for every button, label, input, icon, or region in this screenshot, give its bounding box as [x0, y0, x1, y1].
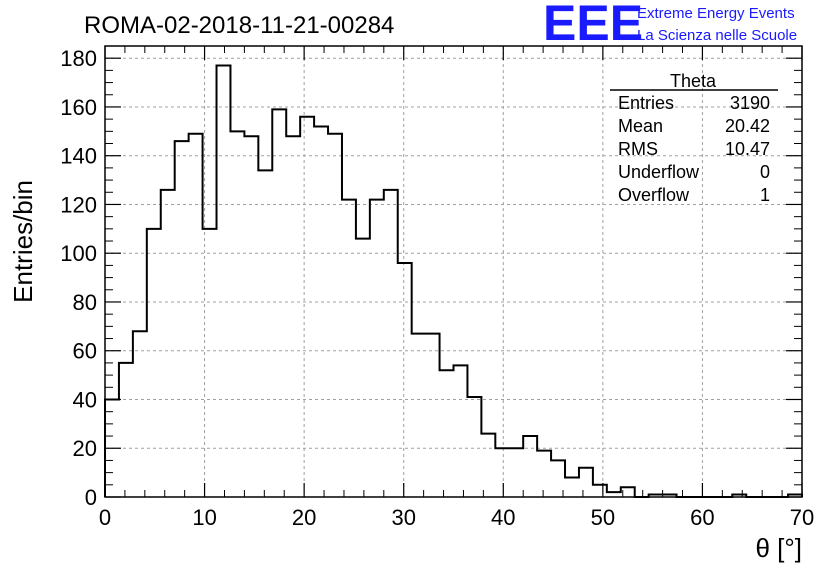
- x-tick-label: 50: [591, 505, 615, 530]
- grid-lines: [105, 46, 802, 497]
- histogram-bin: [356, 239, 370, 497]
- histogram-bin: [314, 126, 328, 497]
- histogram-bin: [579, 468, 593, 497]
- stats-value-overflow: 1: [760, 185, 770, 205]
- stats-label-underflow: Underflow: [618, 162, 700, 182]
- histogram-bin: [328, 134, 342, 497]
- histogram-bin: [509, 448, 523, 497]
- y-tick-label: 120: [60, 192, 97, 217]
- histogram-bin: [217, 66, 231, 497]
- histogram-bin: [481, 434, 495, 497]
- histogram-bin: [244, 136, 258, 497]
- y-tick-label: 180: [60, 46, 97, 71]
- logo-line-1: Extreme Energy Events: [637, 5, 795, 22]
- x-tick-label: 20: [292, 505, 316, 530]
- histogram-bin: [440, 370, 454, 497]
- histogram-bin: [133, 331, 147, 497]
- stats-value-mean: 20.42: [725, 116, 770, 136]
- histogram-bin: [565, 477, 579, 497]
- logo-line-2: La Scienza nelle Scuole: [637, 27, 797, 44]
- histogram-bin: [175, 141, 189, 497]
- y-tick-label: 160: [60, 95, 97, 120]
- y-tick-label: 100: [60, 241, 97, 266]
- chart-title: ROMA-02-2018-11-21-00284: [84, 12, 394, 39]
- stats-title: Theta: [670, 71, 717, 91]
- histogram-bin: [147, 229, 161, 497]
- histogram-bin: [258, 170, 272, 497]
- histogram-bin: [398, 263, 412, 497]
- y-tick-label: 0: [85, 485, 97, 510]
- histogram-bin: [286, 136, 300, 497]
- histogram-outline: [104, 64, 803, 498]
- stats-label-mean: Mean: [618, 116, 663, 136]
- y-axis-title: Entries/bin: [8, 180, 38, 303]
- stats-label-overflow: Overflow: [618, 185, 690, 205]
- x-tick-label: 0: [99, 505, 111, 530]
- histogram-bin: [272, 109, 286, 497]
- stats-box: Theta Entries 3190 Mean 20.42 RMS 10.47 …: [610, 71, 778, 205]
- x-tick-label: 70: [790, 505, 814, 530]
- histogram-bin: [537, 451, 551, 497]
- histogram-bin: [593, 485, 607, 497]
- x-tick-label: 60: [690, 505, 714, 530]
- histogram-bin: [426, 334, 440, 497]
- histogram-bin: [161, 190, 175, 497]
- histogram-bin: [467, 397, 481, 497]
- stats-label-entries: Entries: [618, 93, 674, 113]
- histogram-bin: [412, 334, 426, 497]
- histogram-bin: [119, 363, 133, 497]
- x-tick-label: 10: [192, 505, 216, 530]
- histogram-bin: [384, 190, 398, 497]
- eee-logo: EEE Extreme Energy Events La Scienza nel…: [543, 0, 797, 51]
- histogram-bin: [454, 365, 468, 497]
- axis-ticks: [104, 45, 803, 498]
- histogram-bin: [189, 134, 203, 497]
- histogram-bin: [300, 117, 314, 497]
- y-tick-label: 60: [73, 339, 97, 364]
- logo-mark: EEE: [543, 0, 643, 51]
- x-axis-title: θ [°]: [755, 533, 802, 563]
- stats-label-rms: RMS: [618, 139, 658, 159]
- histogram-bins: [105, 66, 802, 497]
- stats-value-underflow: 0: [760, 162, 770, 182]
- histogram-bin: [523, 436, 537, 497]
- histogram-bin: [230, 131, 244, 497]
- y-tick-label: 80: [73, 290, 97, 315]
- stats-value-entries: 3190: [730, 93, 770, 113]
- stats-value-rms: 10.47: [725, 139, 770, 159]
- plot-frame: [104, 45, 803, 498]
- y-tick-label: 20: [73, 436, 97, 461]
- x-tick-label: 30: [391, 505, 415, 530]
- x-tick-label: 40: [491, 505, 515, 530]
- histogram-bin: [342, 200, 356, 497]
- y-tick-label: 40: [73, 387, 97, 412]
- y-tick-label: 140: [60, 144, 97, 169]
- histogram-bin: [495, 448, 509, 497]
- histogram-bin: [370, 200, 384, 497]
